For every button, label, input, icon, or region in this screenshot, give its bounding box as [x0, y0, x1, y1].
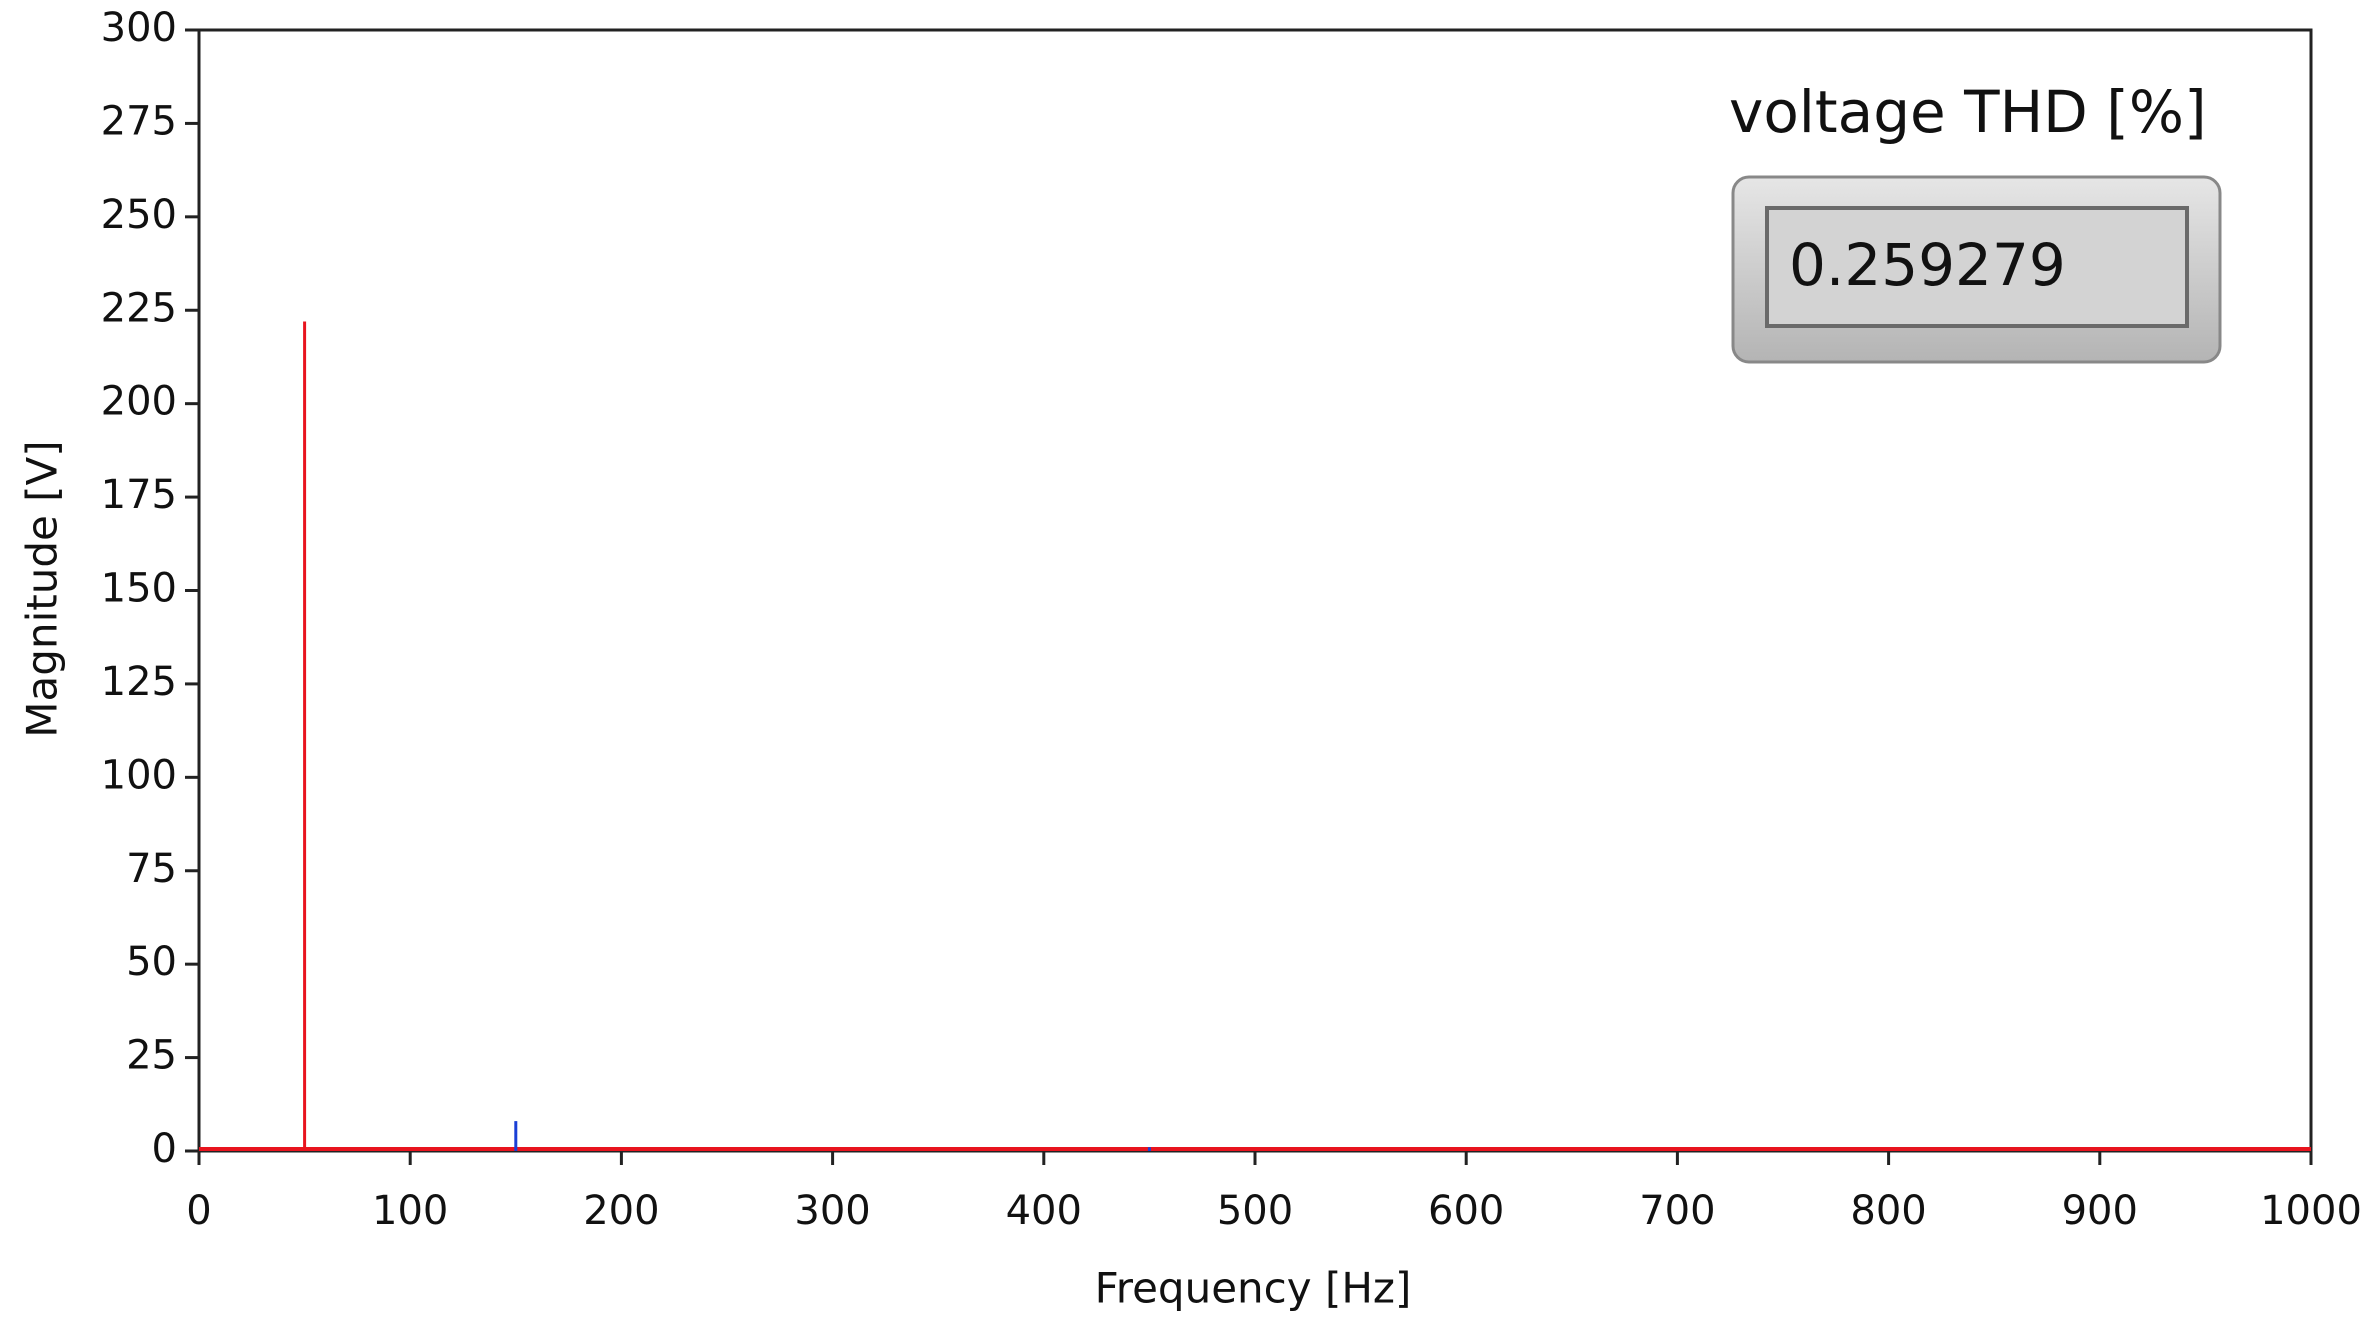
y-tick-label: 0	[152, 1126, 177, 1172]
x-tick-label: 100	[372, 1188, 448, 1234]
x-tick-label: 700	[1639, 1188, 1715, 1234]
x-tick-label: 200	[583, 1188, 659, 1234]
y-tick-label: 175	[101, 472, 177, 518]
x-axis-label: Frequency [Hz]	[1095, 1264, 1412, 1313]
indicator-display	[1765, 206, 2189, 328]
y-tick-label: 50	[126, 939, 177, 985]
y-tick-label: 25	[126, 1033, 177, 1079]
y-tick-label: 100	[101, 752, 177, 798]
indicator-value: 0.259279	[1789, 231, 2066, 299]
y-tick-label: 150	[101, 566, 177, 612]
x-tick-label: 500	[1217, 1188, 1293, 1234]
y-tick-label: 200	[101, 379, 177, 425]
y-tick-label: 75	[126, 846, 177, 892]
x-tick-label: 300	[794, 1188, 870, 1234]
x-tick-label: 800	[1850, 1188, 1926, 1234]
indicator-label: voltage THD [%]	[1729, 78, 2207, 146]
y-tick-label: 225	[101, 285, 177, 331]
y-tick-label: 275	[101, 98, 177, 144]
x-tick-label: 400	[1006, 1188, 1082, 1234]
y-tick-label: 250	[101, 192, 177, 238]
x-tick-label: 1000	[2260, 1188, 2362, 1234]
x-tick-label: 600	[1428, 1188, 1504, 1234]
y-tick-label: 125	[101, 659, 177, 705]
y-axis-label: Magnitude [V]	[18, 440, 67, 737]
x-tick-label: 0	[186, 1188, 211, 1234]
y-tick-label: 300	[101, 5, 177, 51]
x-tick-label: 900	[2062, 1188, 2138, 1234]
